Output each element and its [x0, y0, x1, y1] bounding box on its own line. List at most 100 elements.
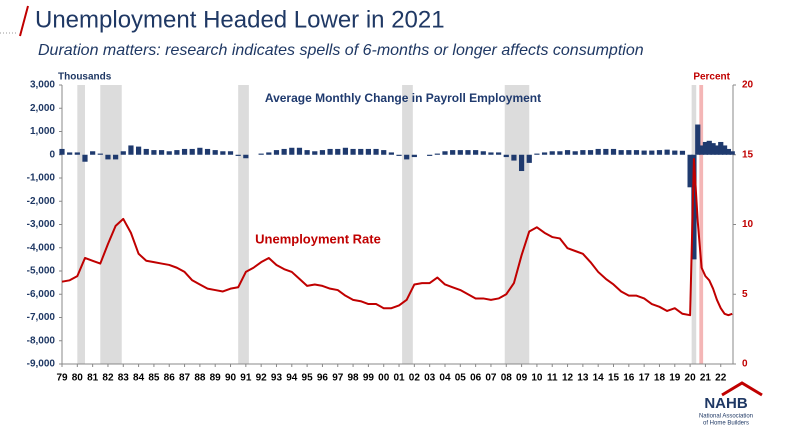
- logo-roof: [721, 381, 763, 397]
- x-tick-label: 97: [332, 373, 344, 384]
- bar: [189, 148, 195, 155]
- logo-line: of Home Builders: [703, 421, 749, 427]
- bar: [572, 151, 578, 155]
- bar: [473, 150, 479, 155]
- bar: [97, 153, 103, 155]
- bar: [151, 150, 157, 155]
- x-tick-label: 07: [485, 373, 497, 384]
- bar: [174, 150, 180, 155]
- x-tick-label: 88: [194, 373, 206, 384]
- x-tick-label: 04: [439, 373, 451, 384]
- x-tick-label: 90: [225, 373, 237, 384]
- bar: [672, 150, 678, 155]
- bar: [181, 148, 188, 155]
- bar: [388, 152, 394, 155]
- bar: [729, 151, 735, 155]
- x-tick-label: 96: [317, 373, 329, 384]
- bar: [702, 141, 709, 155]
- x-tick-label: 91: [240, 373, 252, 384]
- x-tick-label: 87: [179, 373, 191, 384]
- bar: [725, 148, 732, 155]
- bar: [381, 150, 387, 155]
- bar: [450, 150, 456, 155]
- bar: [243, 154, 249, 159]
- bar: [534, 153, 540, 155]
- recession-band: [504, 85, 530, 364]
- bar: [511, 154, 517, 161]
- recession-band: [238, 85, 249, 364]
- y2-tick-label: 10: [742, 219, 754, 230]
- bar: [327, 148, 333, 155]
- bar: [350, 148, 356, 155]
- x-tick-label: 03: [424, 373, 436, 384]
- bar: [227, 151, 234, 155]
- x-tick-label: 79: [56, 373, 68, 384]
- x-tick-label: 21: [700, 373, 712, 384]
- bar: [480, 151, 486, 155]
- logo-line: National Association: [699, 414, 753, 420]
- bar: [656, 150, 663, 155]
- x-tick-label: 22: [715, 373, 727, 384]
- bar: [312, 151, 318, 155]
- y-tick-label: 2,000: [30, 103, 55, 114]
- y-tick-label: 0: [49, 149, 55, 160]
- bar: [691, 154, 697, 260]
- bar: [113, 154, 119, 160]
- bar: [281, 148, 287, 155]
- bar: [526, 154, 532, 163]
- bar: [695, 124, 701, 155]
- x-tick-label: 05: [455, 373, 467, 384]
- bar: [587, 150, 594, 155]
- bar: [128, 145, 134, 155]
- bar: [626, 150, 632, 155]
- highlight-band: [699, 85, 704, 364]
- y2-tick-label: 0: [742, 359, 748, 370]
- x-tick-label: 14: [593, 373, 605, 384]
- bar: [82, 154, 88, 162]
- x-tick-label: 81: [87, 373, 99, 384]
- bar: [434, 153, 440, 155]
- bar: [457, 150, 463, 155]
- x-tick-label: 94: [286, 373, 298, 384]
- y-axis-label: Thousands: [58, 72, 112, 83]
- x-tick-label: 19: [669, 373, 681, 384]
- y2-tick-label: 20: [742, 80, 754, 91]
- bar: [411, 154, 417, 158]
- bar: [649, 150, 655, 155]
- y2-tick-label: 5: [742, 289, 748, 300]
- bar: [503, 154, 509, 158]
- bar: [166, 151, 172, 155]
- bar: [633, 150, 640, 155]
- x-tick-label: 00: [378, 373, 390, 384]
- bar: [442, 151, 448, 155]
- bar: [721, 145, 728, 155]
- bar: [404, 154, 410, 160]
- bar: [120, 151, 126, 155]
- bar: [496, 152, 502, 155]
- y-tick-label: 3,000: [30, 80, 55, 91]
- y-tick-label: -3,000: [27, 219, 56, 230]
- x-tick-label: 09: [516, 373, 528, 384]
- x-tick-label: 02: [409, 373, 421, 384]
- y2-axis-label: Percent: [693, 72, 730, 83]
- x-tick-label: 80: [72, 373, 84, 384]
- bar: [373, 148, 379, 155]
- bar: [273, 150, 280, 155]
- bar: [304, 150, 310, 155]
- bar: [335, 148, 341, 155]
- bar: [319, 150, 326, 155]
- bar: [610, 148, 617, 155]
- bar: [135, 146, 142, 155]
- bar: [564, 150, 571, 155]
- series-label: Average Monthly Change in Payroll Employ…: [265, 91, 541, 105]
- subtitle: Duration matters: research indicates spe…: [38, 42, 644, 59]
- y-tick-label: -2,000: [27, 196, 56, 207]
- x-tick-label: 13: [577, 373, 589, 384]
- bar: [718, 141, 724, 155]
- x-tick-label: 95: [302, 373, 314, 384]
- bar: [687, 154, 693, 188]
- x-tick-label: 98: [348, 373, 360, 384]
- bar: [235, 154, 241, 156]
- title-accent: [19, 5, 29, 37]
